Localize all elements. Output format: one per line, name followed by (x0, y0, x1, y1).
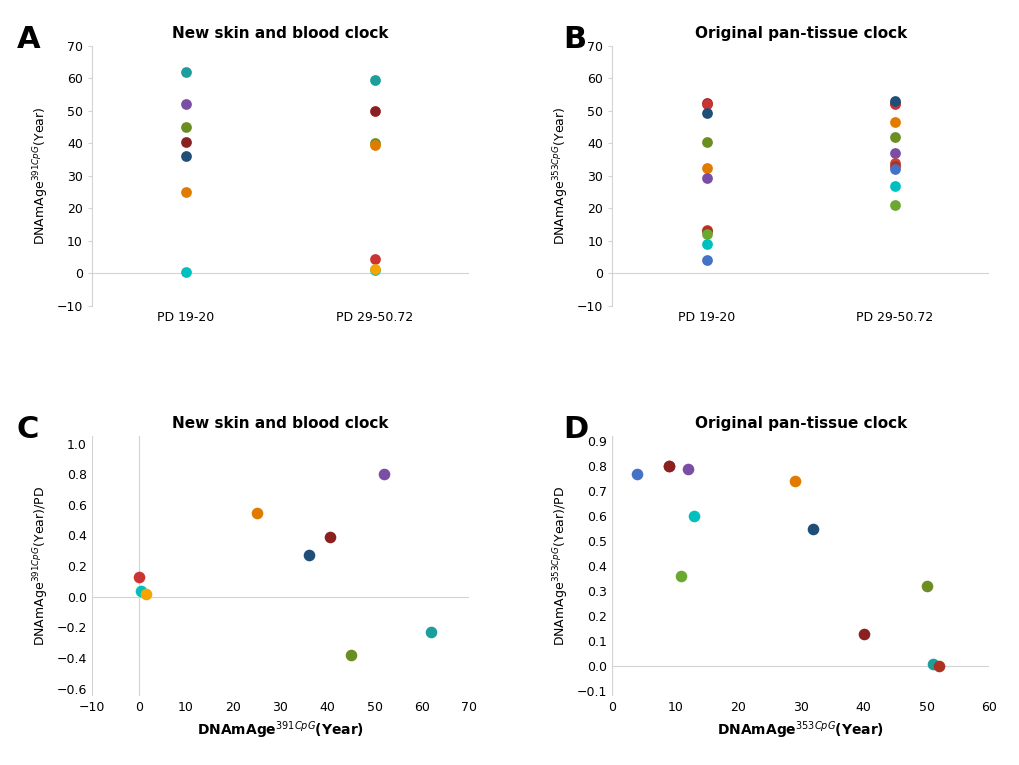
Point (887, 96, 903, 109)
Text: C: C (16, 415, 39, 444)
Point (177, 121, 194, 133)
Y-axis label: DNAmAge$^{353CpG}$(Year)/PD: DNAmAge$^{353CpG}$(Year)/PD (551, 486, 571, 646)
Point (342, 649, 359, 661)
Point (887, 95, 903, 107)
Point (366, 264, 382, 276)
Point (133, 584, 150, 597)
Point (924, 658, 941, 670)
Y-axis label: DNAmAge$^{391CpG}$(Year)/PD: DNAmAge$^{391CpG}$(Year)/PD (32, 486, 51, 646)
Point (887, 116, 903, 129)
Point (423, 626, 439, 638)
Point (376, 468, 392, 480)
Point (366, 74, 382, 86)
Point (366, 139, 382, 151)
Point (930, 660, 947, 672)
Point (249, 506, 265, 519)
Point (698, 223, 714, 236)
Point (887, 164, 903, 176)
Point (177, 265, 194, 278)
Point (887, 99, 903, 111)
Point (685, 510, 701, 522)
Point (177, 99, 194, 111)
Point (698, 238, 714, 250)
Point (130, 571, 147, 583)
Title: Original pan-tissue clock: Original pan-tissue clock (694, 415, 906, 431)
Point (138, 588, 154, 600)
Point (673, 570, 689, 582)
Point (786, 475, 802, 487)
Point (698, 225, 714, 237)
X-axis label: DNAmAge$^{353CpG}$(Year): DNAmAge$^{353CpG}$(Year) (716, 720, 883, 741)
Point (855, 627, 871, 640)
Point (698, 161, 714, 174)
Point (301, 549, 317, 562)
Title: New skin and blood clock: New skin and blood clock (172, 25, 388, 41)
Point (366, 105, 382, 117)
Point (321, 531, 337, 543)
Point (698, 229, 714, 241)
Point (698, 96, 714, 109)
Point (366, 138, 382, 150)
Point (629, 467, 645, 480)
Point (177, 66, 194, 78)
Point (660, 460, 677, 472)
Point (366, 262, 382, 275)
Y-axis label: DNAmAge$^{353CpG}$(Year): DNAmAge$^{353CpG}$(Year) (551, 107, 571, 245)
Point (887, 199, 903, 211)
Point (698, 171, 714, 184)
Title: New skin and blood clock: New skin and blood clock (172, 415, 388, 431)
Point (887, 147, 903, 159)
Point (917, 580, 933, 592)
Point (366, 252, 382, 265)
Point (698, 106, 714, 119)
Y-axis label: DNAmAge$^{391CpG}$(Year): DNAmAge$^{391CpG}$(Year) (32, 107, 51, 245)
Point (177, 186, 194, 198)
Title: Original pan-tissue clock: Original pan-tissue clock (694, 25, 906, 41)
Text: D: D (562, 415, 588, 444)
Point (698, 254, 714, 267)
Text: A: A (16, 25, 40, 54)
Point (887, 160, 903, 172)
Point (887, 131, 903, 143)
Point (887, 180, 903, 192)
Text: B: B (562, 25, 586, 54)
X-axis label: DNAmAge$^{391CpG}$(Year): DNAmAge$^{391CpG}$(Year) (197, 720, 364, 741)
Point (660, 460, 677, 472)
Point (887, 157, 903, 169)
Point (698, 135, 714, 148)
Point (698, 99, 714, 111)
Point (804, 522, 820, 535)
Point (177, 151, 194, 163)
Point (679, 463, 695, 475)
Point (177, 135, 194, 148)
